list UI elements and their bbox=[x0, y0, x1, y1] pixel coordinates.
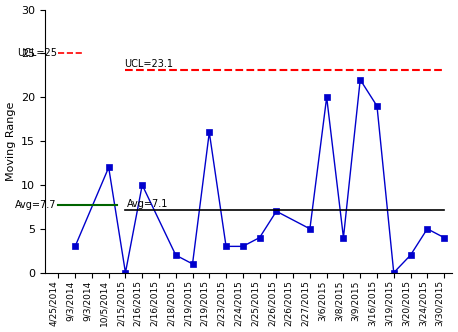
Text: Avg=7.7: Avg=7.7 bbox=[15, 200, 57, 210]
Y-axis label: Moving Range: Moving Range bbox=[5, 102, 16, 181]
Text: UCL=25: UCL=25 bbox=[16, 48, 57, 58]
Text: UCL=23.1: UCL=23.1 bbox=[124, 59, 173, 69]
Text: Avg=7.1: Avg=7.1 bbox=[127, 199, 169, 209]
